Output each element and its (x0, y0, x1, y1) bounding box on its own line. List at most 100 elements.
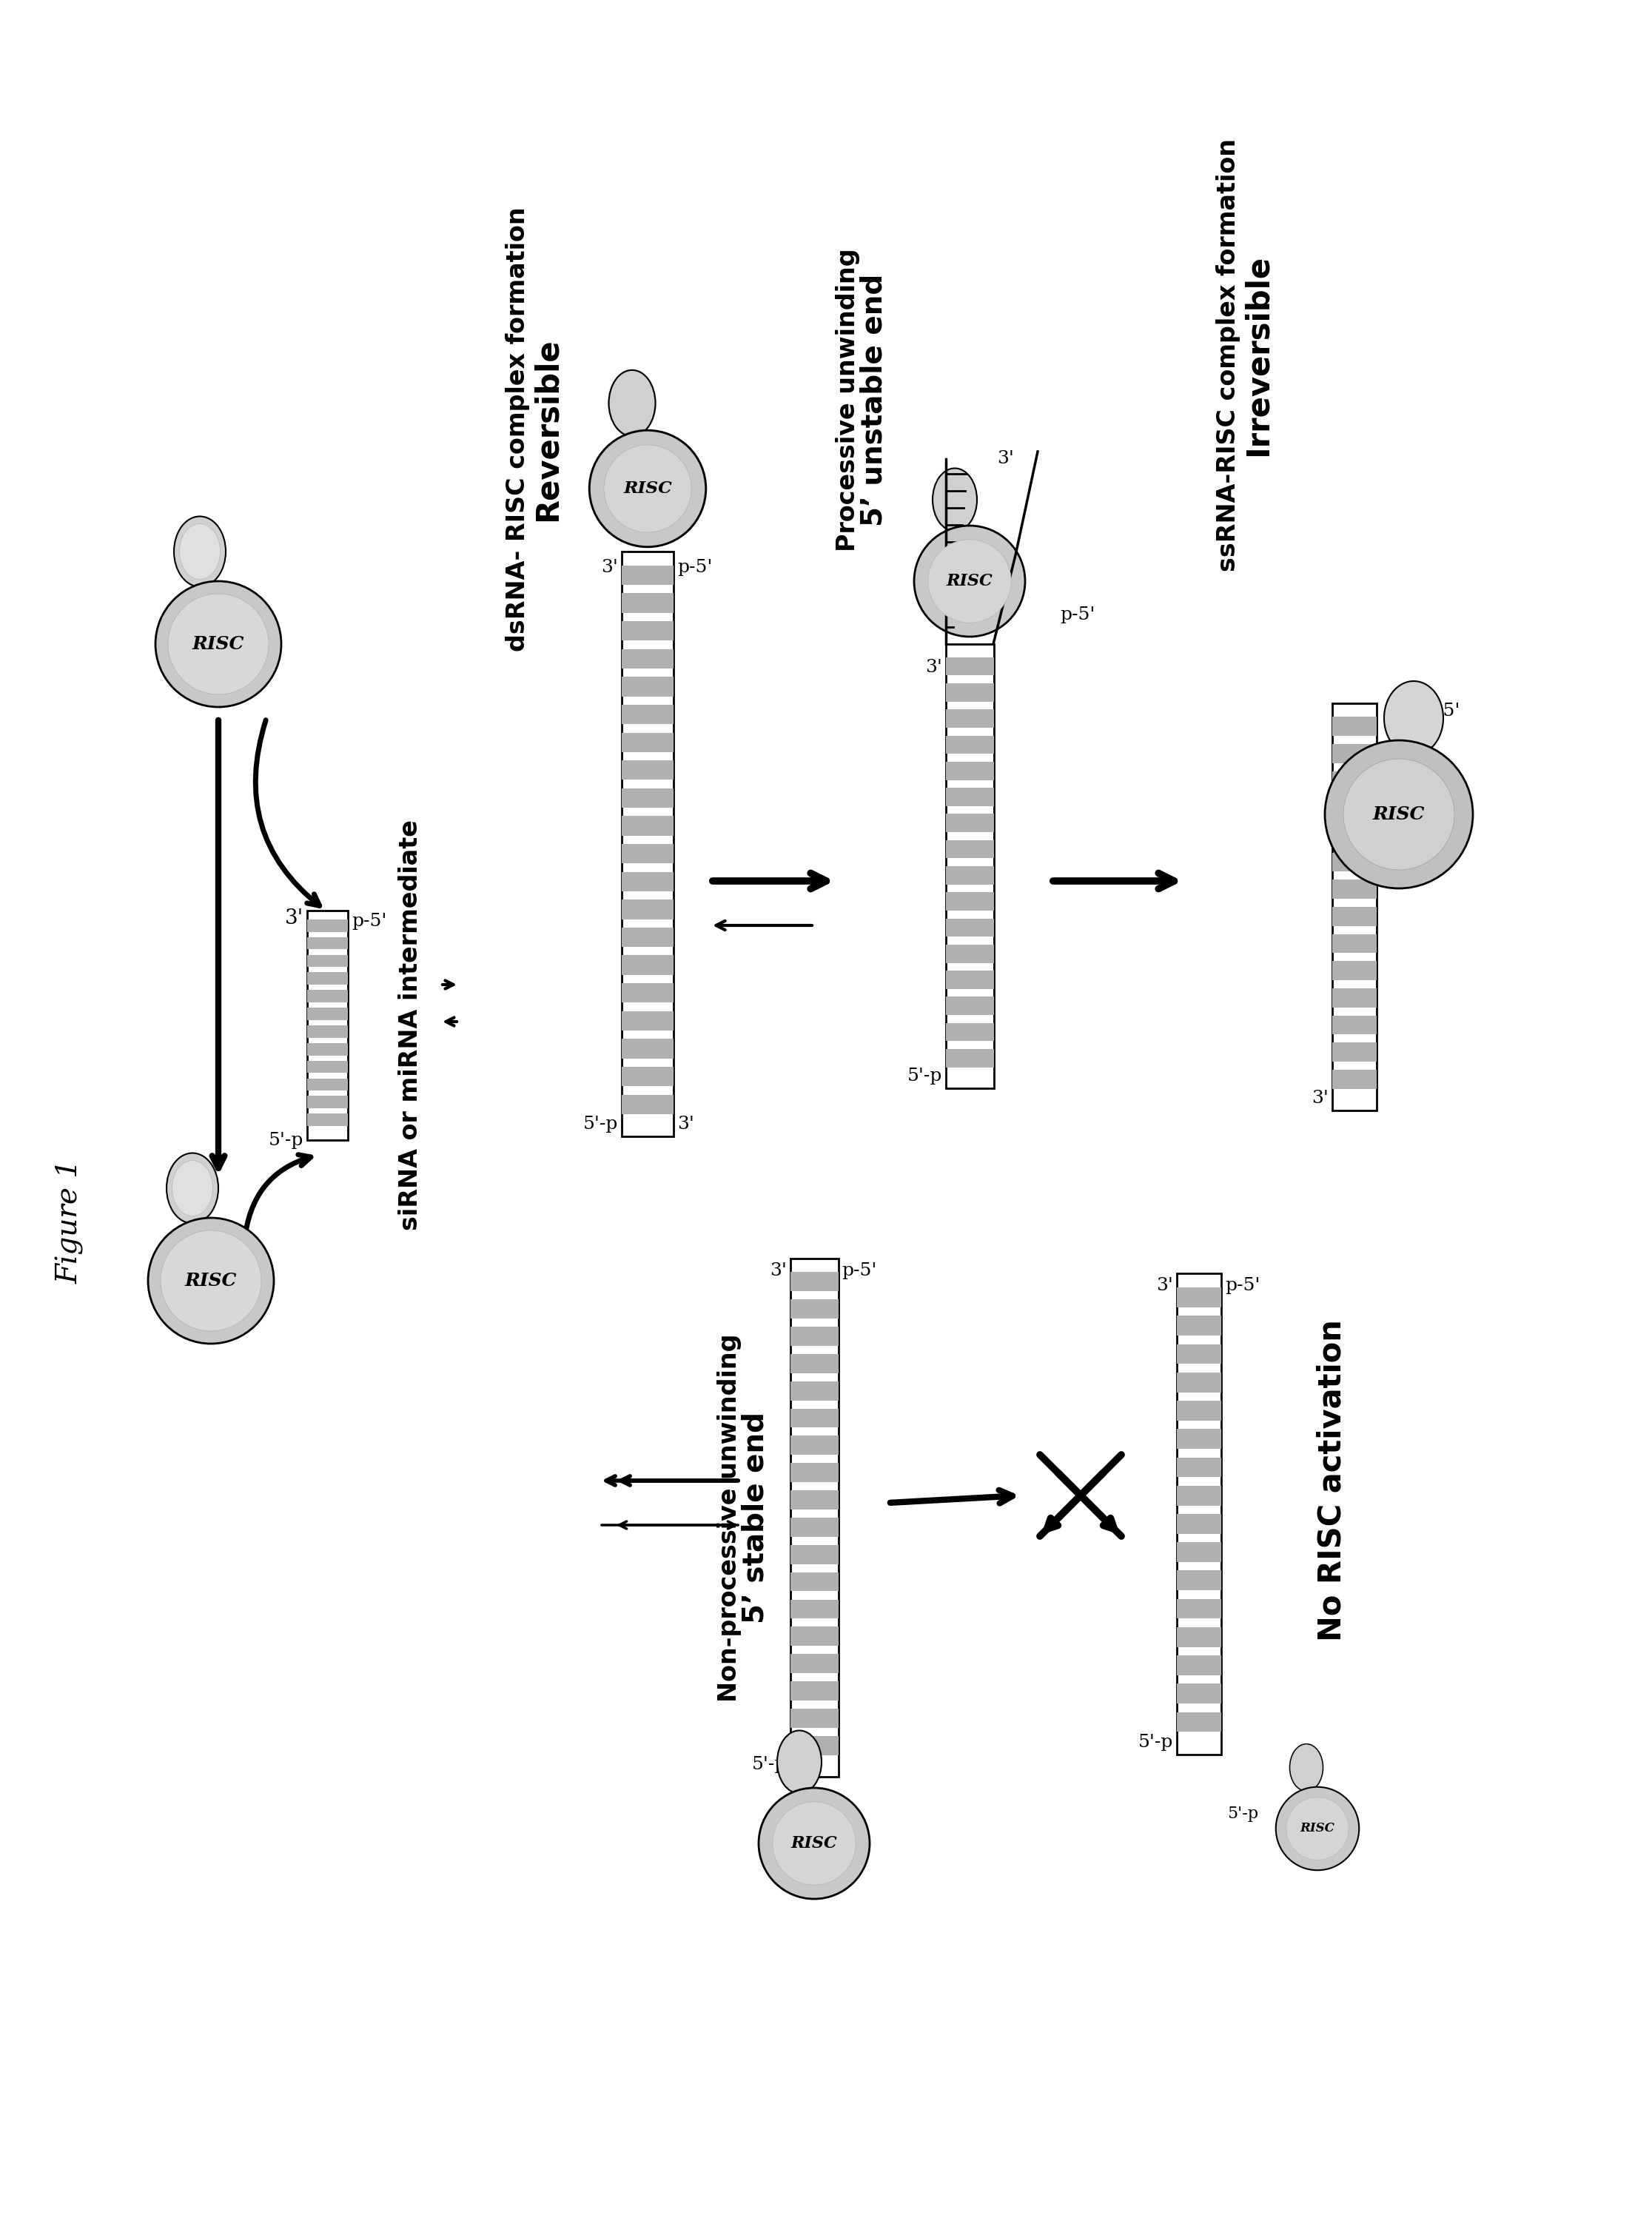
Ellipse shape (605, 446, 691, 532)
Bar (621, 676, 674, 696)
Bar (947, 945, 995, 963)
Bar (1176, 1273, 1221, 1754)
Ellipse shape (1343, 759, 1454, 869)
Bar (790, 1326, 839, 1346)
Bar (790, 1681, 839, 1701)
Bar (790, 1546, 839, 1564)
Bar (1176, 1655, 1221, 1675)
Text: 3': 3' (601, 559, 618, 577)
Bar (790, 1464, 839, 1482)
Bar (1332, 772, 1376, 790)
Bar (1176, 1712, 1221, 1732)
Bar (307, 920, 349, 932)
Bar (790, 1435, 839, 1455)
Bar (790, 1517, 839, 1537)
Ellipse shape (167, 1153, 218, 1224)
Bar (1176, 1570, 1221, 1590)
Bar (790, 1300, 839, 1317)
Text: 3': 3' (770, 1262, 786, 1280)
Bar (1176, 1402, 1221, 1420)
Text: p-5': p-5' (1224, 1278, 1260, 1293)
Text: 5'-p: 5'-p (1227, 1805, 1259, 1821)
Text: Non-processive unwinding: Non-processive unwinding (717, 1333, 742, 1701)
Bar (307, 1078, 349, 1091)
Bar (621, 787, 674, 807)
Text: p-5': p-5' (677, 559, 712, 577)
Bar (947, 996, 995, 1016)
Bar (947, 867, 995, 885)
Bar (947, 657, 995, 676)
Bar (790, 1353, 839, 1373)
Bar (947, 841, 995, 858)
Text: p-5': p-5' (841, 1262, 877, 1280)
Text: RISC: RISC (192, 634, 244, 652)
Bar (947, 1049, 995, 1067)
Bar (790, 1599, 839, 1619)
Bar (947, 1022, 995, 1040)
Bar (947, 918, 995, 936)
Text: RISC: RISC (1373, 805, 1426, 823)
Bar (621, 732, 674, 752)
Bar (790, 1273, 839, 1291)
Text: No RISC activation: No RISC activation (1317, 1320, 1348, 1641)
Text: RISC: RISC (791, 1834, 838, 1852)
Bar (307, 912, 349, 1140)
Bar (621, 552, 674, 1136)
Bar (790, 1626, 839, 1646)
Bar (947, 683, 995, 701)
Ellipse shape (180, 523, 220, 579)
Bar (947, 761, 995, 781)
Ellipse shape (590, 430, 705, 548)
Bar (621, 566, 674, 586)
Ellipse shape (1290, 1743, 1323, 1792)
Text: 5'-p: 5'-p (752, 1757, 786, 1772)
Bar (947, 971, 995, 989)
Text: RISC: RISC (1300, 1823, 1335, 1834)
Bar (621, 872, 674, 892)
Text: ssRNA-RISC complex formation: ssRNA-RISC complex formation (1216, 140, 1241, 572)
Ellipse shape (1275, 1788, 1360, 1870)
Text: p-5': p-5' (1061, 606, 1095, 623)
Ellipse shape (776, 1730, 821, 1794)
Text: RISC: RISC (947, 572, 993, 590)
Ellipse shape (169, 594, 269, 694)
Bar (1332, 934, 1376, 954)
Bar (621, 845, 674, 863)
Bar (790, 1490, 839, 1510)
Text: 5’ unstable end: 5’ unstable end (859, 273, 887, 526)
Bar (621, 592, 674, 612)
Bar (307, 954, 349, 967)
Bar (621, 1096, 674, 1113)
Text: 5'-p: 5'-p (907, 1067, 942, 1085)
Bar (1176, 1286, 1221, 1306)
Ellipse shape (1325, 741, 1474, 889)
Bar (947, 736, 995, 754)
Bar (947, 787, 995, 805)
Text: 3': 3' (996, 450, 1014, 468)
Ellipse shape (933, 468, 976, 530)
Bar (790, 1382, 839, 1400)
Bar (621, 983, 674, 1003)
Bar (1176, 1486, 1221, 1506)
Bar (1176, 1628, 1221, 1648)
Bar (621, 1011, 674, 1031)
Bar (621, 650, 674, 668)
Text: 3': 3' (677, 1116, 694, 1133)
Bar (307, 971, 349, 985)
Bar (621, 927, 674, 947)
Ellipse shape (773, 1801, 856, 1885)
Bar (307, 1060, 349, 1074)
Bar (1176, 1373, 1221, 1393)
Bar (1332, 852, 1376, 872)
Bar (307, 989, 349, 1003)
Ellipse shape (155, 581, 281, 708)
Text: 5'-p: 5'-p (268, 1131, 304, 1149)
Bar (1176, 1315, 1221, 1335)
Bar (621, 761, 674, 781)
Bar (621, 1038, 674, 1058)
Text: RISC: RISC (623, 481, 672, 497)
Bar (790, 1258, 839, 1777)
Bar (1176, 1344, 1221, 1364)
Bar (621, 621, 674, 641)
Bar (1332, 798, 1376, 816)
